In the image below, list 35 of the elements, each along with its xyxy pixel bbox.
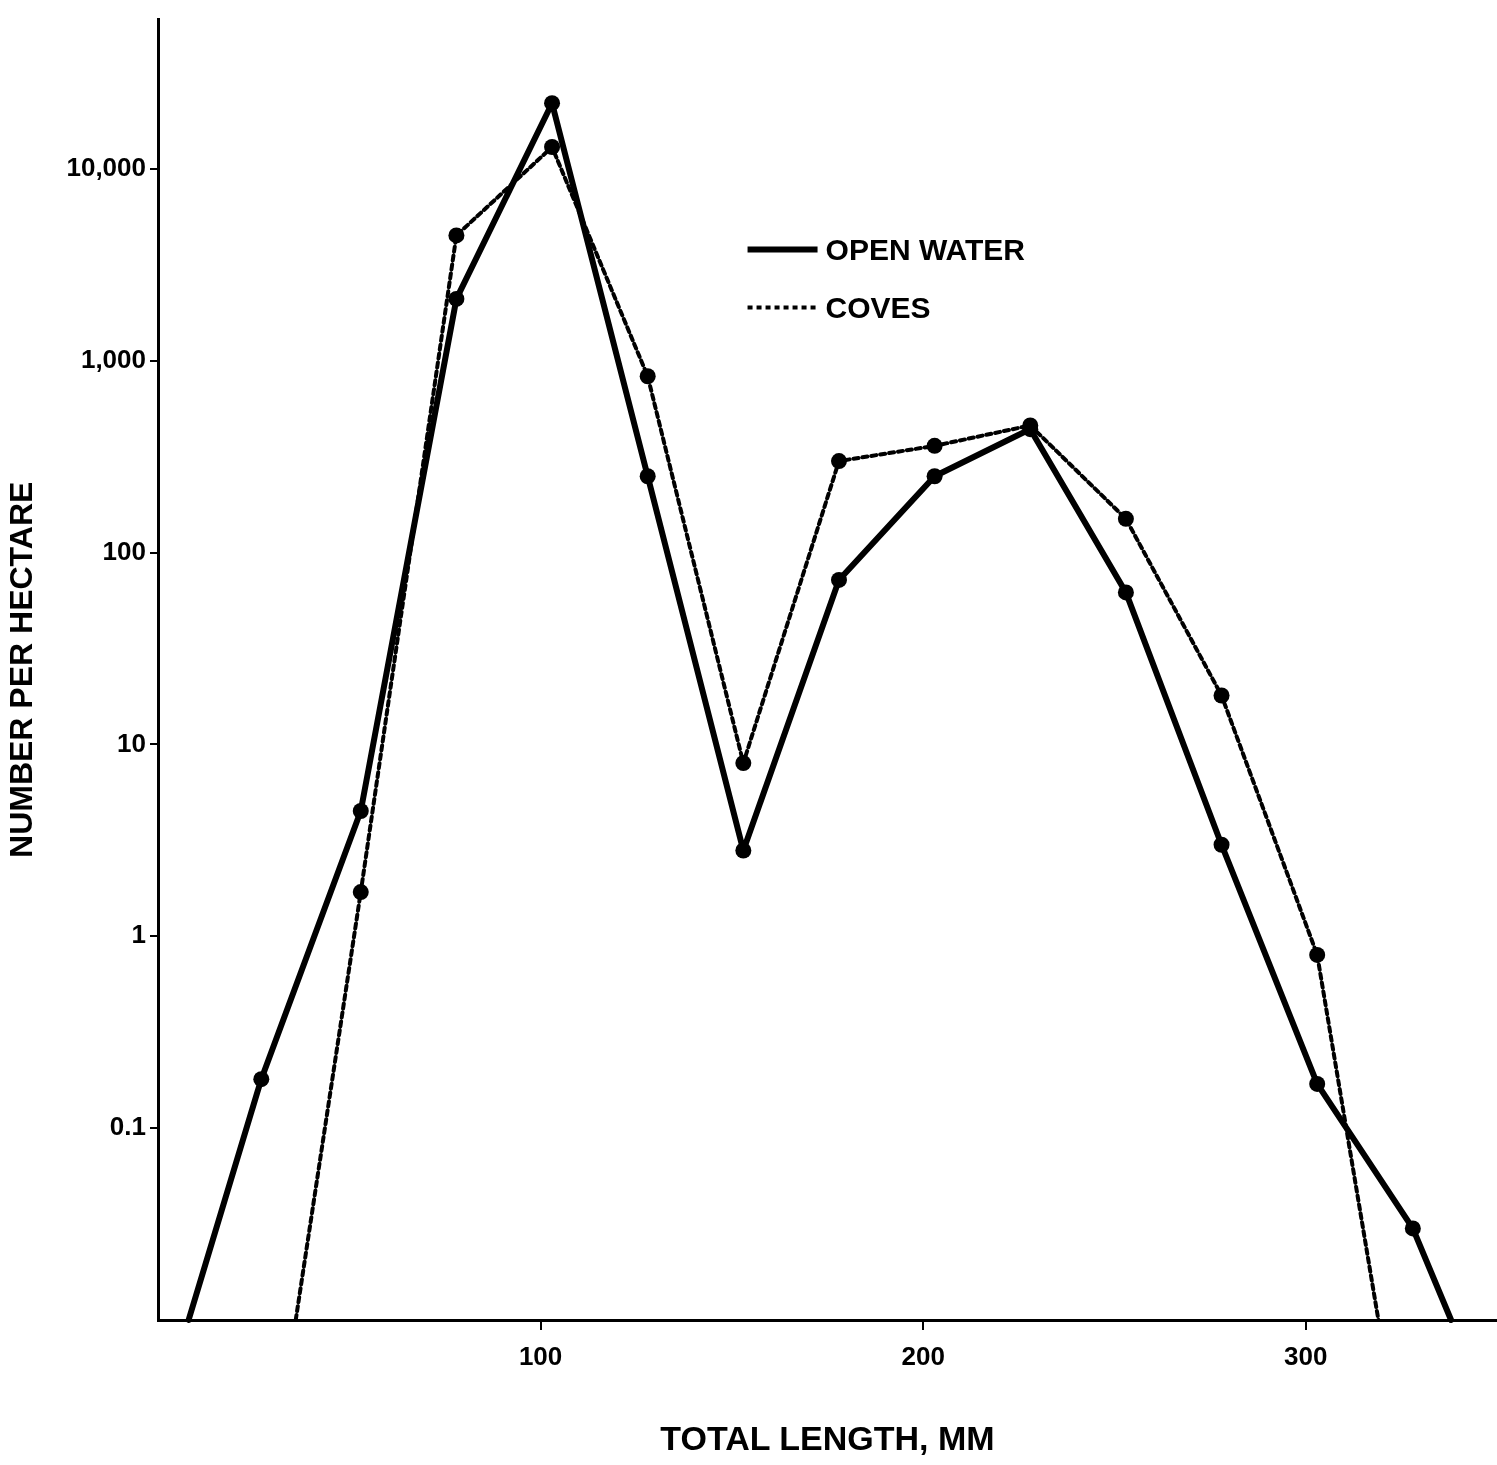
x-axis-title: TOTAL LENGTH, MM: [660, 1418, 995, 1457]
point: [352, 884, 369, 901]
legend-label: COVES: [825, 290, 931, 324]
point: [1117, 584, 1134, 601]
point: [735, 755, 752, 772]
point: [544, 139, 561, 156]
point: [1213, 836, 1230, 853]
point: [352, 802, 369, 819]
point: [544, 95, 561, 112]
point: [1309, 946, 1326, 963]
legend-label: OPEN WATER: [825, 232, 1026, 266]
point: [830, 571, 847, 588]
point: [448, 227, 465, 244]
x-tick-label: 100: [518, 1340, 563, 1371]
point: [253, 1071, 270, 1088]
x-tick-label: 300: [1284, 1340, 1328, 1371]
point: [830, 453, 847, 470]
y-tick-label: 1,000: [80, 343, 146, 374]
point: [926, 468, 943, 485]
y-axis-title: NUMBER PER HECTARE: [3, 481, 40, 858]
y-tick-label: 10: [117, 727, 146, 758]
point: [1404, 1220, 1421, 1237]
point: [1309, 1075, 1326, 1092]
point: [639, 468, 656, 485]
point: [448, 290, 465, 307]
point: [1117, 510, 1134, 527]
y-tick-label: 1: [131, 919, 146, 950]
y-tick-label: 0.1: [109, 1111, 146, 1142]
point: [1213, 687, 1230, 704]
point: [926, 437, 943, 454]
point: [639, 368, 656, 385]
y-tick-label: 100: [102, 535, 146, 566]
y-tick-label: 10,000: [66, 152, 146, 183]
x-tick-label: 200: [901, 1340, 945, 1371]
point: [735, 842, 752, 859]
